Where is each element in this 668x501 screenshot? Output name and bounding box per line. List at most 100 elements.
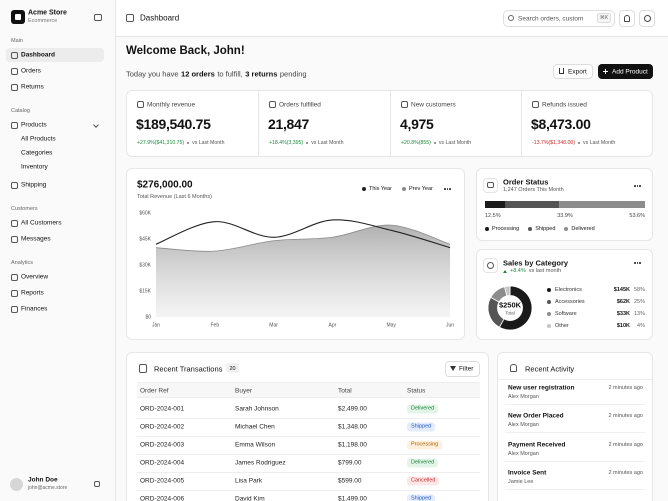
export-icon <box>559 68 564 74</box>
transactions-count: 20 <box>229 365 236 372</box>
y-tick-label: $30K <box>139 262 151 268</box>
menu-dot <box>636 262 638 264</box>
collapse-button[interactable] <box>94 14 102 21</box>
user-name: John Doe <box>28 476 58 484</box>
activity-separator <box>505 403 645 405</box>
total: $599.00 <box>338 477 362 484</box>
bell-icon <box>624 14 630 22</box>
activity-item-time: 2 minutes ago <box>608 384 643 391</box>
nav-item: Finances <box>21 305 48 313</box>
legend-item: Prev Year <box>402 186 433 192</box>
dot <box>433 141 436 144</box>
series-area <box>156 225 450 317</box>
nav-section-title: Analytics <box>11 260 34 266</box>
order-ref: ORD-2024-004 <box>140 459 185 466</box>
transactions-icon <box>139 364 147 373</box>
y-tick-label: $45K <box>139 236 151 242</box>
x-tick-label: Mar <box>269 322 278 328</box>
activity-separator <box>505 489 645 490</box>
legend-label: Prev Year <box>409 185 433 192</box>
kpi-note: vs Last Month <box>438 139 472 146</box>
kpi-change-row: -13.7%($1,348.00) vs Last Month <box>532 140 615 146</box>
menu-dot <box>634 185 636 187</box>
kpi-note: vs Last Month <box>192 139 225 146</box>
order-status-icon-bg <box>483 178 498 193</box>
kpi-divider <box>258 91 259 156</box>
shortcut: ⌘K <box>599 15 609 21</box>
kpi-change-row: +27.9%($41,310.75) vs Last Month <box>137 140 224 146</box>
order-ref: ORD-2024-005 <box>140 477 185 484</box>
x-tick-label: Apr <box>329 322 337 328</box>
help-button[interactable] <box>639 10 655 27</box>
status-badge: Cancelled <box>407 476 440 485</box>
activity-icon <box>510 364 517 372</box>
sales-change: +8.4% <box>510 268 526 274</box>
dot <box>528 226 533 231</box>
nav-icon <box>11 219 18 227</box>
total: $1,198.00 <box>338 441 367 448</box>
brand-sub: Ecommerce <box>28 18 58 24</box>
order-ref: ORD-2024-003 <box>140 441 185 448</box>
sales-note: vs last month <box>528 268 562 274</box>
status-legend: Processing Shipped Delivered <box>485 226 595 232</box>
kbd <box>597 13 611 23</box>
total: $1,499.00 <box>338 495 367 501</box>
user-menu[interactable] <box>94 481 100 487</box>
buyer: Lisa Park <box>235 477 263 484</box>
status-badge: Delivered <box>407 404 439 413</box>
export-button[interactable] <box>553 64 593 79</box>
bell-button[interactable] <box>619 10 635 27</box>
add-product-label: Add Product <box>612 68 648 75</box>
user-email: john@acme.store <box>28 484 68 491</box>
status-legend-label: Shipped <box>535 225 556 232</box>
category-name: Accessories <box>555 298 585 305</box>
row-divider <box>137 453 480 455</box>
filter-button[interactable] <box>445 361 480 377</box>
status-badge: Shipped <box>407 494 436 501</box>
donut <box>487 285 533 331</box>
avatar <box>10 478 23 491</box>
activity-item-title: New user registration <box>508 384 575 391</box>
category-name: Electronics <box>555 286 582 293</box>
search-box[interactable] <box>503 10 615 27</box>
chart-title: $276,000.00 <box>137 179 193 190</box>
menu-dot <box>639 185 641 187</box>
order-ref: ORD-2024-002 <box>140 423 185 430</box>
row-divider <box>137 435 480 437</box>
activity-item-user: Alex Morgan <box>508 450 539 457</box>
category-name: Other <box>555 322 569 329</box>
status-segment <box>559 201 645 208</box>
nav-section-title: Customers <box>11 206 38 212</box>
legend-label: This Year <box>369 185 392 192</box>
kpi-note: vs Last Month <box>582 139 616 146</box>
nav-icon <box>11 121 18 129</box>
order-ref: ORD-2024-001 <box>140 405 185 412</box>
buyer: David Kim <box>235 495 265 501</box>
series-line <box>155 219 451 249</box>
subtitle-text: pending <box>279 69 307 78</box>
series-line <box>155 224 451 252</box>
nav-subitem: All Products <box>21 135 56 143</box>
category-name: Software <box>555 310 577 317</box>
nav-icon <box>11 289 18 297</box>
activity-card <box>497 352 653 501</box>
activity-title: Recent Activity <box>525 364 575 373</box>
y-tick-label: $60K <box>139 210 151 216</box>
nav-icon <box>11 273 18 281</box>
add-product-button[interactable] <box>598 64 653 79</box>
x-tick-label: Jun <box>446 322 454 328</box>
menu-dot <box>639 262 641 264</box>
activity-item-time: 2 minutes ago <box>608 470 643 476</box>
x-tick-label: Jan <box>152 322 160 328</box>
nav-item: Messages <box>21 235 51 243</box>
nav-icon <box>11 67 18 75</box>
export-label: Export <box>568 68 587 75</box>
y-tick-label: $0 <box>145 314 151 320</box>
activity-item-user: Alex Morgan <box>508 422 539 428</box>
category-percent: 13% <box>633 310 645 317</box>
status-percent: 12.5% <box>485 213 501 219</box>
total: $799.00 <box>338 459 362 466</box>
status-legend-label: Processing <box>492 225 520 232</box>
row-divider <box>137 489 480 491</box>
